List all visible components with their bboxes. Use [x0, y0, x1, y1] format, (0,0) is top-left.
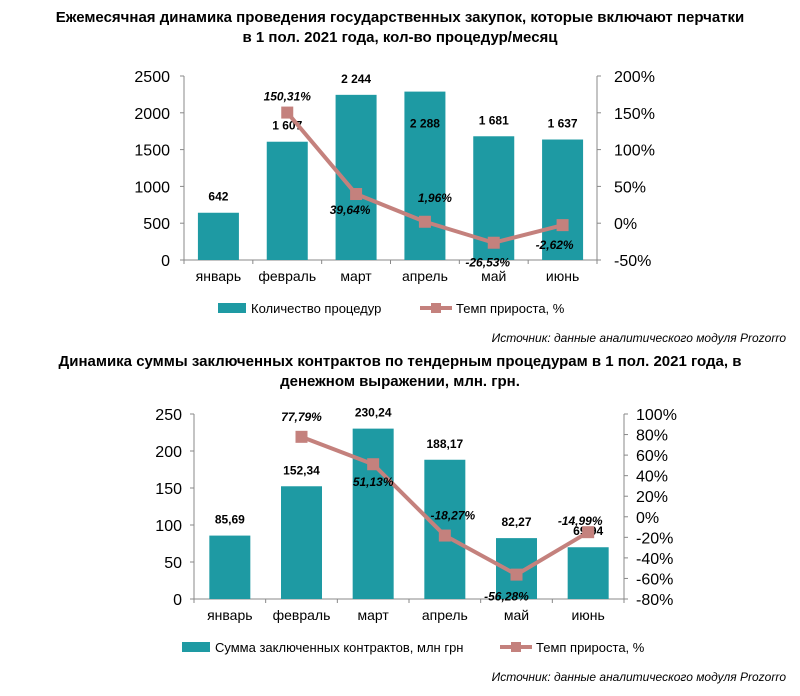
chart1-growth-label: 1,96%: [418, 191, 452, 205]
chart2-title-line2: денежном выражении, млн. грн.: [280, 373, 520, 390]
chart2-bar-value-label: 82,27: [501, 515, 531, 529]
chart2-growth-label: -18,27%: [430, 509, 475, 523]
chart1-bar: [266, 141, 308, 260]
chart2-right-tick-label: 80%: [636, 428, 668, 445]
chart2-category-label: март: [358, 607, 390, 623]
chart2-category-label: апрель: [422, 607, 468, 623]
chart1-right-tick-label: 0%: [614, 216, 637, 233]
chart2-left-tick-label: 50: [164, 555, 182, 572]
chart2-bar-value-label: 85,69: [215, 513, 245, 527]
chart2-right-tick-label: 100%: [636, 407, 677, 424]
chart2-growth-label: 77,79%: [281, 410, 322, 424]
chart1-growth-point: [556, 219, 569, 232]
chart2-left-tick-label: 0: [173, 592, 182, 609]
chart1-category-label: февраль: [258, 268, 316, 284]
chart2-growth-label: -14,99%: [558, 514, 603, 528]
chart1-growth-point: [281, 106, 294, 119]
chart1-bar-value-label: 642: [208, 190, 228, 204]
chart1-bar-value-label: 2 244: [341, 72, 371, 86]
chart1-left-tick-label: 500: [143, 216, 170, 233]
chart1-category-label: январь: [196, 268, 241, 284]
chart1-category-label: апрель: [402, 268, 448, 284]
chart2-legend-line-label: Темп прироста, %: [536, 640, 645, 655]
chart1-legend-bar-swatch: [218, 303, 246, 313]
chart2-bar: [352, 428, 394, 599]
chart2-bar-value-label: 230,24: [355, 406, 392, 420]
chart1-bar: [542, 139, 584, 260]
chart2-right-tick-label: -80%: [636, 592, 673, 609]
chart2-right-tick-label: -40%: [636, 551, 673, 568]
chart1-title-line1: Ежемесячная динамика проведения государс…: [55, 9, 745, 26]
chart1-legend-bar-label: Количество процедур: [251, 301, 381, 316]
chart2-legend-line-marker: [511, 642, 521, 652]
chart1-growth-label: -26,53%: [465, 256, 510, 270]
chart2-bar: [281, 486, 322, 599]
chart1-growth-point: [418, 215, 431, 228]
chart2-left-tick-label: 200: [155, 444, 182, 461]
chart2-right-tick-label: 40%: [636, 469, 668, 486]
chart1-bar: [404, 91, 446, 260]
chart2-legend-bar-label: Сумма заключенных контрактов, млн грн: [215, 640, 463, 655]
chart2-growth-label: -56,28%: [484, 590, 529, 604]
chart1-growth-point: [487, 236, 500, 249]
chart2-growth-point: [295, 430, 308, 443]
chart1-bar: [197, 212, 239, 260]
chart1-right-tick-label: 200%: [614, 69, 655, 86]
chart1-growth-point: [350, 188, 363, 201]
chart2-source: Источник: данные аналитического модуля P…: [491, 670, 786, 684]
chart1-category-label: июнь: [546, 268, 579, 284]
chart2-bar: [567, 547, 609, 599]
chart2-left-tick-label: 150: [155, 481, 182, 498]
chart1-left-tick-label: 2500: [134, 69, 170, 86]
chart2-plot: 0 50 100 150 200 250 -80% -60% -40% -20% 0% 20% 40% 6…: [155, 406, 677, 655]
chart2-growth-label: 51,13%: [353, 475, 394, 489]
chart1-bar-value-label: 1 637: [548, 117, 578, 131]
chart2-growth-point: [510, 568, 523, 581]
chart2-growth-point: [582, 526, 595, 539]
chart2-category-label: июнь: [571, 607, 604, 623]
chart1-right-tick-label: 50%: [614, 179, 646, 196]
chart2-bar: [209, 535, 251, 599]
chart1-bar-value-label: 2 288: [410, 117, 440, 131]
chart2-left-tick-label: 100: [155, 518, 182, 535]
chart2-growth-point: [367, 458, 380, 471]
chart1-left-tick-label: 1500: [134, 143, 170, 160]
chart2-legend-bar-swatch: [182, 642, 210, 652]
chart1-title-line2: в 1 пол. 2021 года, кол-во процедур/меся…: [242, 29, 558, 46]
chart1-growth-label: 39,64%: [330, 203, 371, 217]
chart2-right-tick-label: 60%: [636, 448, 668, 465]
chart2-category-label: май: [504, 607, 529, 623]
chart2-title-line1: Динамика суммы заключенных контрактов по…: [58, 353, 742, 370]
chart1-right-tick-label: 100%: [614, 143, 655, 160]
chart2-growth-point: [438, 529, 451, 542]
chart2-bar: [424, 459, 466, 599]
chart1-category-label: март: [340, 268, 372, 284]
chart1-right-tick-label: 150%: [614, 106, 655, 123]
chart2-right-tick-label: -60%: [636, 571, 673, 588]
chart1-left-tick-label: 1000: [134, 179, 170, 196]
chart2-category-label: февраль: [273, 607, 331, 623]
chart1-legend-line-label: Темп прироста, %: [456, 301, 565, 316]
chart1-left-tick-label: 0: [161, 253, 170, 270]
chart2-right-tick-label: 20%: [636, 489, 668, 506]
chart1-growth-label: 150,31%: [264, 90, 312, 104]
chart1-bar-value-label: 1 681: [479, 113, 509, 127]
chart1-growth-label: -2,62%: [536, 238, 574, 252]
chart1-legend-line-marker: [431, 303, 441, 313]
chart2-title: Динамика суммы заключенных контрактов по…: [0, 352, 800, 392]
chart1-plot: 0 500 1000 1500 2000 2500 -50% 0% 50% 100% 150% 200…: [134, 69, 655, 316]
chart2-category-label: январь: [207, 607, 252, 623]
chart1-title: Ежемесячная динамика проведения государс…: [0, 8, 800, 48]
chart1-left-tick-label: 2000: [134, 106, 170, 123]
chart2-right-tick-label: 0%: [636, 510, 659, 527]
chart1-source: Источник: данные аналитического модуля P…: [491, 331, 786, 345]
chart1-category-label: май: [481, 268, 506, 284]
chart2-bar-value-label: 188,17: [426, 437, 463, 451]
chart2-left-tick-label: 250: [155, 407, 182, 424]
chart2-bar-value-label: 152,34: [283, 463, 320, 477]
chart2-right-tick-label: -20%: [636, 530, 673, 547]
chart1-right-tick-label: -50%: [614, 253, 651, 270]
